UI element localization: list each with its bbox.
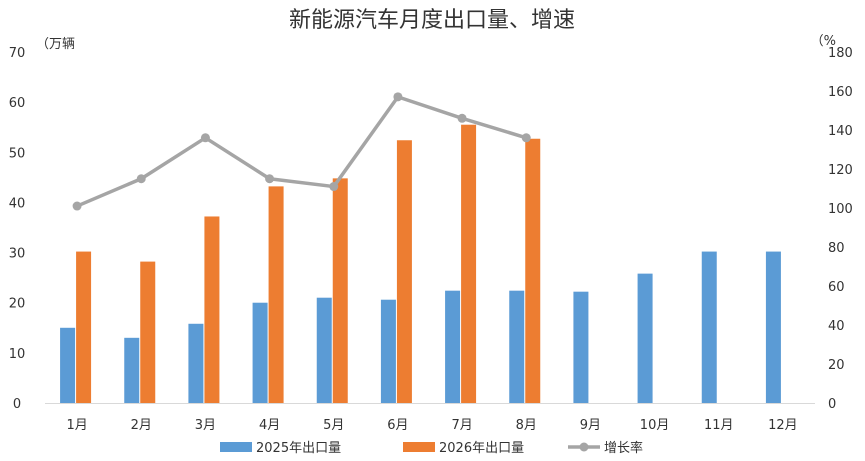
bar-2026 [461,124,477,403]
x-tick-label: 1月 [66,418,87,433]
legend-label: 2026年出口量 [439,441,524,456]
left-tick-label: 40 [9,196,26,211]
bar-2025 [60,327,76,403]
right-tick-label: 140 [828,124,853,139]
bar-2025 [252,302,268,403]
growth-point [521,133,531,143]
x-tick-label: 3月 [195,418,216,433]
bar-2026 [332,178,348,403]
x-tick-label: 8月 [516,418,537,433]
bar-2025 [445,290,461,403]
bar-2025 [188,323,204,403]
left-tick-label: 70 [9,46,26,61]
growth-point [329,182,339,192]
growth-line [72,92,531,211]
bar-2025 [573,291,589,403]
growth-point [72,201,82,211]
right-tick-label: 40 [828,319,845,334]
bar-2025 [637,273,653,403]
legend-label: 增长率 [604,440,643,456]
right-tick-label: 100 [828,202,853,217]
bar-2026 [268,186,284,403]
bar-2026 [76,251,92,403]
growth-point [393,92,403,102]
legend-swatch [403,442,435,452]
x-tick-label: 5月 [323,418,344,433]
x-axis: 1月 2月 3月 4月 5月 6月 7月 8月 9月 10月 11月 12月 [45,403,815,433]
left-tick-label: 20 [9,297,26,312]
bar-2025 [316,297,332,403]
right-axis-ticks: 0 20 40 60 80 100 120 140 160 180 [828,46,853,412]
left-tick-label: 10 [9,347,26,362]
left-tick-label: 50 [9,146,26,161]
bar-2025 [124,337,140,403]
legend: 2025年出口量 2026年出口量 增长率 [220,440,643,456]
bar-2026 [140,261,156,403]
x-tick-label: 4月 [259,418,280,433]
bar-2026 [204,216,220,403]
growth-point [136,174,146,184]
growth-line-path [76,95,527,208]
right-tick-label: 160 [828,85,853,100]
growth-point [457,113,467,123]
bar-2026 [396,140,412,403]
bar-2025 [765,251,781,403]
legend-swatch [220,442,252,452]
legend-swatch-dot [579,442,589,452]
left-tick-label: 0 [13,397,21,412]
bar-2025 [701,251,717,403]
chart-title: 新能源汽车月度出口量、增速 [289,8,575,33]
bar-marks [60,124,781,404]
right-axis-unit: （% [811,34,836,49]
x-tick-label: 2月 [131,418,152,433]
legend-label: 2025年出口量 [256,441,341,456]
x-tick-label: 9月 [580,418,601,433]
bar-2025 [509,290,525,403]
right-tick-label: 80 [828,241,845,256]
left-axis-ticks: 0 10 20 30 40 50 60 70 [9,46,26,412]
x-tick-label: 11月 [704,418,734,433]
bar-2025 [380,299,396,403]
growth-point [265,174,275,184]
left-tick-label: 30 [9,247,26,262]
bar-2026 [525,138,541,404]
right-tick-label: 180 [828,46,853,61]
left-axis-unit: （万辆 [36,37,75,52]
x-tick-label: 10月 [640,418,670,433]
growth-point [200,133,210,143]
x-tick-label: 6月 [387,418,408,433]
right-tick-label: 120 [828,163,853,178]
right-tick-label: 20 [828,358,845,373]
right-tick-label: 0 [828,397,836,412]
left-tick-label: 60 [9,96,26,111]
x-tick-label: 12月 [768,418,798,433]
right-tick-label: 60 [828,280,845,295]
x-tick-label: 7月 [451,418,472,433]
